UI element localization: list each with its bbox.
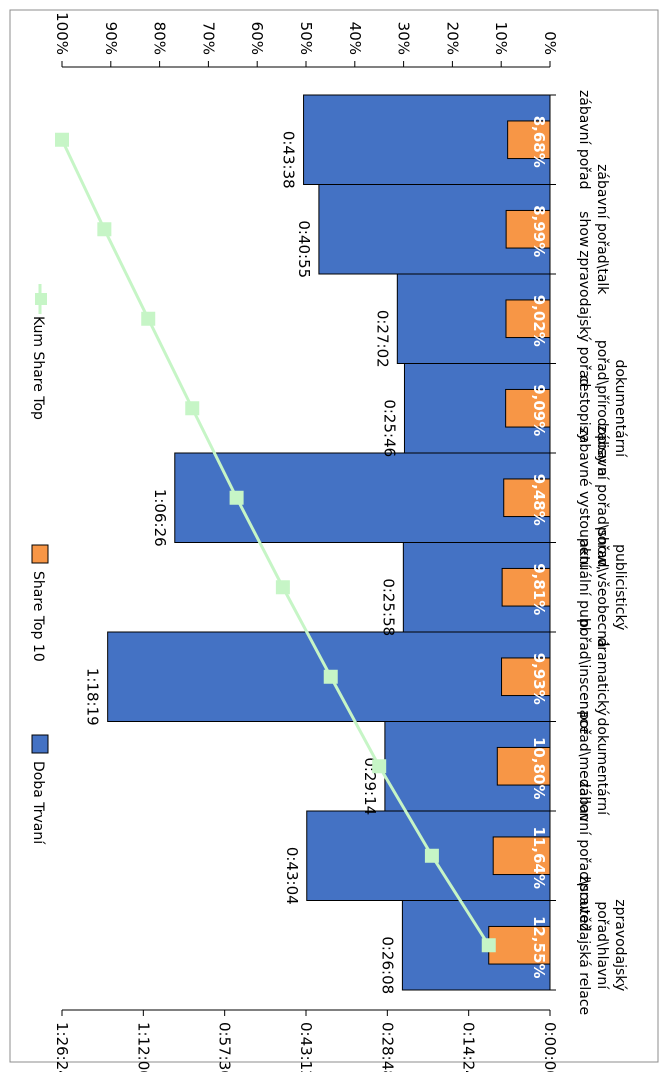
percent-tick-label: 70% (199, 22, 217, 55)
time-tick-label: 0:57:36 (216, 1022, 234, 1072)
cumulative-marker (275, 580, 290, 595)
share-label: 9,02% (530, 295, 548, 347)
share-label: 9,93% (530, 653, 548, 705)
legend: Doba Trvaní Share Top 10 Kum Share Top (30, 284, 49, 845)
duration-label: 0:40:55 (295, 220, 313, 278)
cumulative-line (60, 139, 491, 947)
category-label: zpravodajskýpořad\hlavnízpravodajská rel… (576, 875, 628, 1015)
legend-label: Kum Share Top (30, 316, 46, 420)
category-label-line: zpravodajský pořad (576, 250, 592, 387)
category-label-line: pořad\hlavní (594, 901, 610, 990)
category-label-line: show (576, 211, 592, 247)
share-label: 9,48% (530, 474, 548, 526)
category-label: dokumentárnípořad\medailon (576, 711, 610, 821)
percent-tick-label: 20% (443, 22, 461, 55)
category-label-line: pořad\medailon (576, 711, 592, 821)
category-label-line: zpravodajský (612, 899, 628, 991)
share-label: 8,99% (530, 205, 548, 257)
cumulative-marker (424, 848, 439, 863)
cumulative-marker (55, 132, 69, 147)
duration-label: 0:25:58 (379, 578, 397, 636)
time-tick-label: 0:14:24 (460, 1022, 478, 1072)
category-label-line: aktuální publ. (576, 539, 592, 635)
category-label: zábavní pořad\talkshow (576, 164, 610, 295)
cumulative-marker (185, 401, 200, 416)
legend-swatch (31, 544, 49, 564)
share-label: 11,64% (530, 827, 548, 889)
share-label: 9,09% (530, 384, 548, 436)
percent-tick-label: 80% (151, 22, 169, 55)
share-label: 9,81% (530, 563, 548, 615)
time-tick-label: 0:00:00 (541, 1022, 559, 1072)
category-label: dokumentárnípořad\přírodopisy acestopisy (576, 340, 628, 477)
category-label-line: dokumentární (594, 718, 610, 817)
time-tick-label: 0:43:12 (297, 1022, 315, 1072)
cumulative-marker (229, 490, 244, 505)
legend-swatch (31, 734, 49, 754)
category-label-line: pořad\přírodopisy a (594, 340, 610, 477)
category-label: zábavní pořad\show,zabavné vystoupení (576, 425, 610, 570)
category-label: zpravodajský pořad (576, 250, 592, 387)
share-label: 10,80% (530, 737, 548, 799)
duration-label: 0:27:02 (373, 310, 391, 368)
category-label: publicistickýpořad\všeobecnáaktuální pub… (576, 527, 628, 648)
category-label-line: zábavní pořad\talk (594, 164, 610, 295)
duration-label: 0:26:08 (378, 936, 396, 994)
category-label-line: dokumentární (612, 360, 628, 459)
category-label: zábavní pořad (576, 90, 592, 190)
cumulative-marker (141, 311, 156, 326)
cumulative-marker (97, 222, 112, 237)
time-tick-label: 1:12:00 (134, 1022, 152, 1072)
percent-tick-label: 60% (248, 22, 266, 55)
category-label-line: cestopisy (576, 375, 592, 441)
percent-tick-label: 100% (53, 12, 71, 55)
category-label-line: pořad\inscenace (576, 619, 592, 735)
percent-tick-label: 30% (395, 22, 413, 55)
legend-marker (35, 293, 47, 305)
category-label: zábavní pořad\soutěž (576, 781, 592, 931)
category-label-line: zábavní pořad\soutěž (576, 781, 592, 931)
time-tick-label: 1:26:24 (53, 1022, 71, 1072)
duration-label: 0:43:04 (283, 847, 301, 905)
share-label: 8,68% (530, 116, 548, 168)
percent-tick-label: 90% (102, 22, 120, 55)
cumulative-marker (323, 669, 338, 684)
duration-label: 0:43:38 (280, 131, 298, 189)
time-tick-label: 0:28:48 (378, 1022, 396, 1072)
duration-label: 0:25:46 (380, 399, 398, 457)
category-label-line: zábavní pořad\show, (594, 425, 610, 570)
percent-tick-label: 40% (346, 22, 364, 55)
percent-tick-label: 50% (297, 22, 315, 55)
duration-label: 1:18:19 (84, 668, 102, 726)
percent-tick-label: 10% (492, 22, 510, 55)
category-label-line: zpravodajská relace (576, 875, 592, 1015)
category-label-line: dramatický (594, 638, 610, 716)
category-label: dramatickýpořad\inscenace (576, 619, 610, 735)
chart-rotated-group: 0% 10% 20% 30% 40% 50% 60% 70% 80% 90% 100% 0:00:00… (30, 12, 628, 1072)
cumulative-marker (372, 759, 387, 774)
category-label-line: pořad\všeobecná (594, 527, 610, 648)
cumulative-marker (481, 938, 496, 953)
share-label: 12,55% (530, 916, 548, 978)
legend-label: Doba Trvaní (30, 761, 46, 845)
category-label-line: zabavné vystoupení (576, 427, 592, 569)
category-label-line: publicistický (612, 544, 628, 630)
category-label-line: zábavní pořad (576, 90, 592, 190)
percent-tick-label: 0% (541, 31, 559, 55)
legend-label: Share Top 10 (30, 571, 46, 662)
duration-label: 1:06:26 (151, 489, 169, 547)
